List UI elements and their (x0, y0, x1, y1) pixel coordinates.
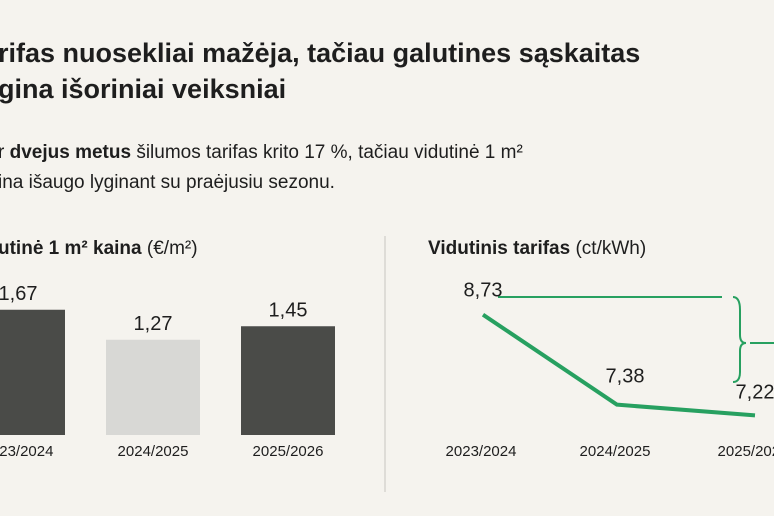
subtitle-text: r (0, 142, 10, 163)
chart-unit: (ct/kWh) (575, 238, 646, 259)
value-label: 1,45 (269, 299, 308, 321)
subtitle-bold: dvejus metus (10, 142, 131, 163)
value-label: 1,67 (0, 283, 37, 305)
bar (0, 309, 65, 435)
subtitle: ina išaugo lyginant su praėjusiu sezonu. (0, 172, 335, 193)
chart-title-text: Vidutinis tarifas (428, 238, 570, 259)
title-line: rifas nuosekliai mažėja, tačiau galutine… (0, 38, 640, 68)
value-label: 7,22 (736, 381, 774, 403)
difference-bracket (498, 296, 774, 383)
value-label: 1,27 (134, 313, 173, 335)
x-tick-label: 2025/2026 (718, 443, 774, 460)
chart-title: Vidutinis tarifas (ct/kWh) (428, 238, 646, 259)
chart-unit: (€/m²) (147, 238, 198, 259)
value-label: 8,73 (464, 280, 503, 302)
x-tick-label: 2023/2024 (446, 443, 517, 460)
value-label: 7,38 (606, 366, 645, 388)
title-line: gina išoriniai veiksniai (0, 74, 286, 104)
bar (241, 326, 335, 435)
chart-title: utinė 1 m² kaina (€/m²) (0, 238, 198, 259)
x-tick-label: 2025/2026 (253, 443, 324, 460)
x-tick-label: 2024/2025 (118, 443, 189, 460)
x-tick-label: 2024/2025 (580, 443, 651, 460)
subtitle-text: šilumos tarifas krito 17 %, tačiau vidut… (131, 142, 523, 163)
subtitle: r dvejus metus šilumos tarifas krito 17 … (0, 142, 523, 163)
bar (106, 339, 200, 435)
chart-title-text: utinė 1 m² kaina (0, 238, 142, 259)
x-tick-label: 2023/2024 (0, 443, 53, 460)
line (481, 313, 756, 418)
